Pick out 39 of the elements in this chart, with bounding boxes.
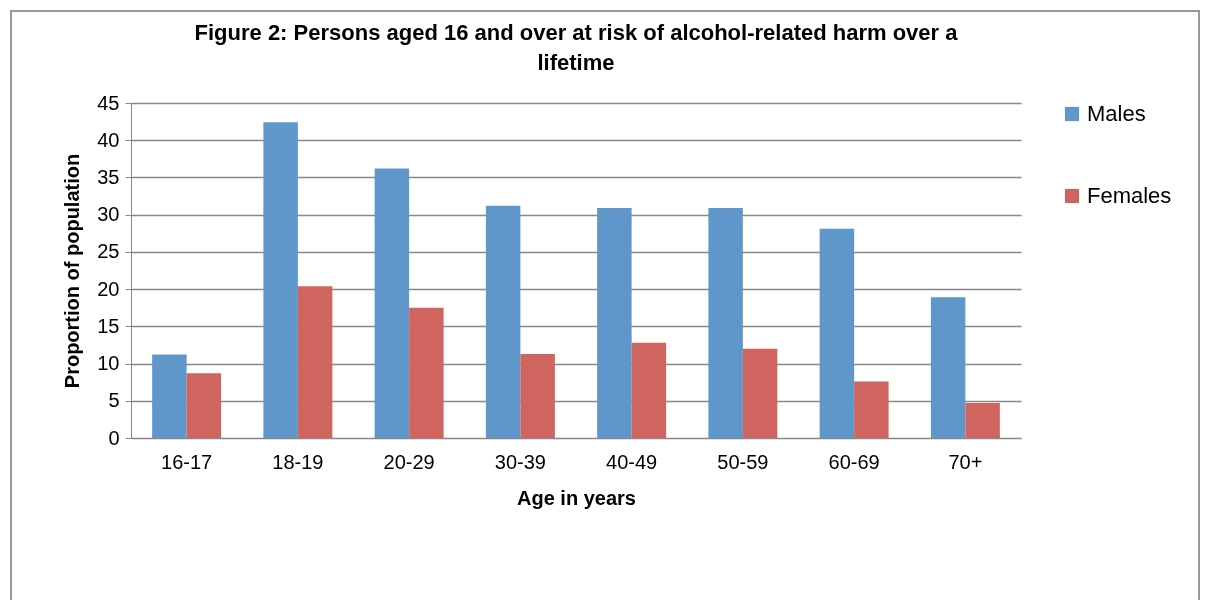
y-tick-label: 30	[97, 203, 120, 226]
bar	[631, 342, 667, 438]
y-tick-label: 35	[97, 165, 120, 188]
legend-label: Males	[1087, 101, 1146, 126]
y-tick-label: 20	[97, 277, 120, 300]
bar	[742, 348, 778, 438]
y-tick-label: 15	[97, 314, 120, 337]
bar	[374, 168, 410, 438]
bar	[263, 122, 298, 438]
bar	[520, 353, 555, 438]
x-tick-label: 50-59	[717, 450, 769, 473]
bar	[485, 205, 521, 438]
bar	[597, 207, 632, 438]
x-tick-label: 16-17	[161, 450, 213, 473]
bar	[854, 381, 889, 438]
bar	[819, 228, 855, 438]
y-axis-title: Proportion of population	[61, 153, 84, 389]
chart-title: Figure 2: Persons aged 16 and over at risk of alcohol-related harm over a lifetime	[194, 20, 959, 75]
bar	[930, 297, 966, 438]
x-axis-title: Age in years	[517, 486, 636, 509]
bar	[708, 207, 743, 438]
x-tick-label: 30-39	[494, 450, 546, 473]
x-tick-label: 18-19	[272, 450, 324, 473]
x-tick-label: 40-49	[606, 450, 658, 473]
x-tick-label: 70+	[948, 450, 983, 473]
x-tick-label: 20-29	[383, 450, 435, 473]
bar	[409, 307, 444, 438]
bar	[186, 373, 222, 438]
y-tick-label: 45	[97, 91, 120, 114]
x-tick-label: 60-69	[828, 450, 880, 473]
y-tick-label: 10	[97, 352, 120, 375]
y-tick-label: 5	[108, 389, 120, 412]
y-tick-label: 0	[108, 426, 120, 449]
y-tick-label: 25	[97, 240, 120, 263]
y-tick-label: 40	[97, 128, 120, 151]
bar	[965, 403, 1000, 438]
legend-label: Females	[1087, 183, 1172, 208]
bar	[152, 354, 187, 438]
bar	[297, 286, 333, 438]
